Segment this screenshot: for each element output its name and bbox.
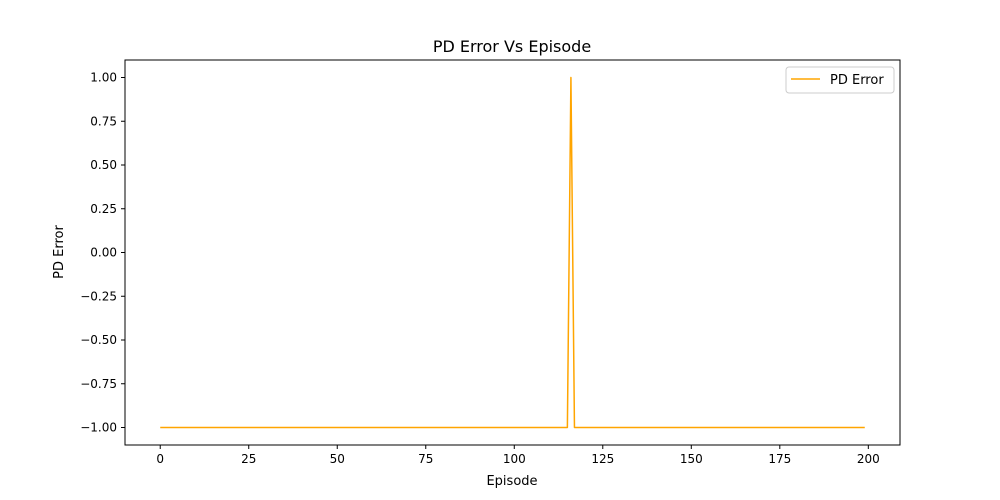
x-tick-label: 125: [591, 452, 614, 466]
x-tick-label: 25: [241, 452, 256, 466]
series-layer: [160, 76, 865, 429]
chart-title: PD Error Vs Episode: [433, 37, 591, 56]
y-tick-label: 0.25: [90, 202, 117, 216]
y-tick-label: −1.00: [80, 421, 117, 435]
y-tick-label: −0.50: [80, 333, 117, 347]
legend-label: PD Error: [830, 73, 884, 88]
legend: PD Error: [785, 66, 895, 94]
x-axis: 0 25 50 75 100 125 150 175 200: [156, 445, 880, 466]
x-tick-label: 150: [680, 452, 703, 466]
x-tick-label: 50: [330, 452, 345, 466]
y-axis: 1.00 0.75 0.50 0.25 0.00 −0.25 −0.50 −0.75 −1.00: [80, 71, 125, 435]
y-axis-title: PD Error: [52, 225, 67, 279]
x-tick-label: 175: [768, 452, 791, 466]
x-tick-label: 200: [857, 452, 880, 466]
plot-frame: [124, 59, 901, 446]
y-tick-label: −0.25: [80, 289, 117, 303]
y-tick-label: 1.00: [90, 71, 117, 85]
x-tick-label: 75: [418, 452, 433, 466]
y-tick-label: 0.75: [90, 114, 117, 128]
series-line-0: [160, 76, 865, 429]
x-tick-label: 0: [156, 452, 164, 466]
y-tick-label: 0.50: [90, 158, 117, 172]
x-axis-title: Episode: [486, 474, 537, 489]
legend-box: [785, 66, 895, 94]
y-tick-label: −0.75: [80, 377, 117, 391]
x-tick-label: 100: [503, 452, 526, 466]
y-tick-label: 0.00: [90, 246, 117, 260]
